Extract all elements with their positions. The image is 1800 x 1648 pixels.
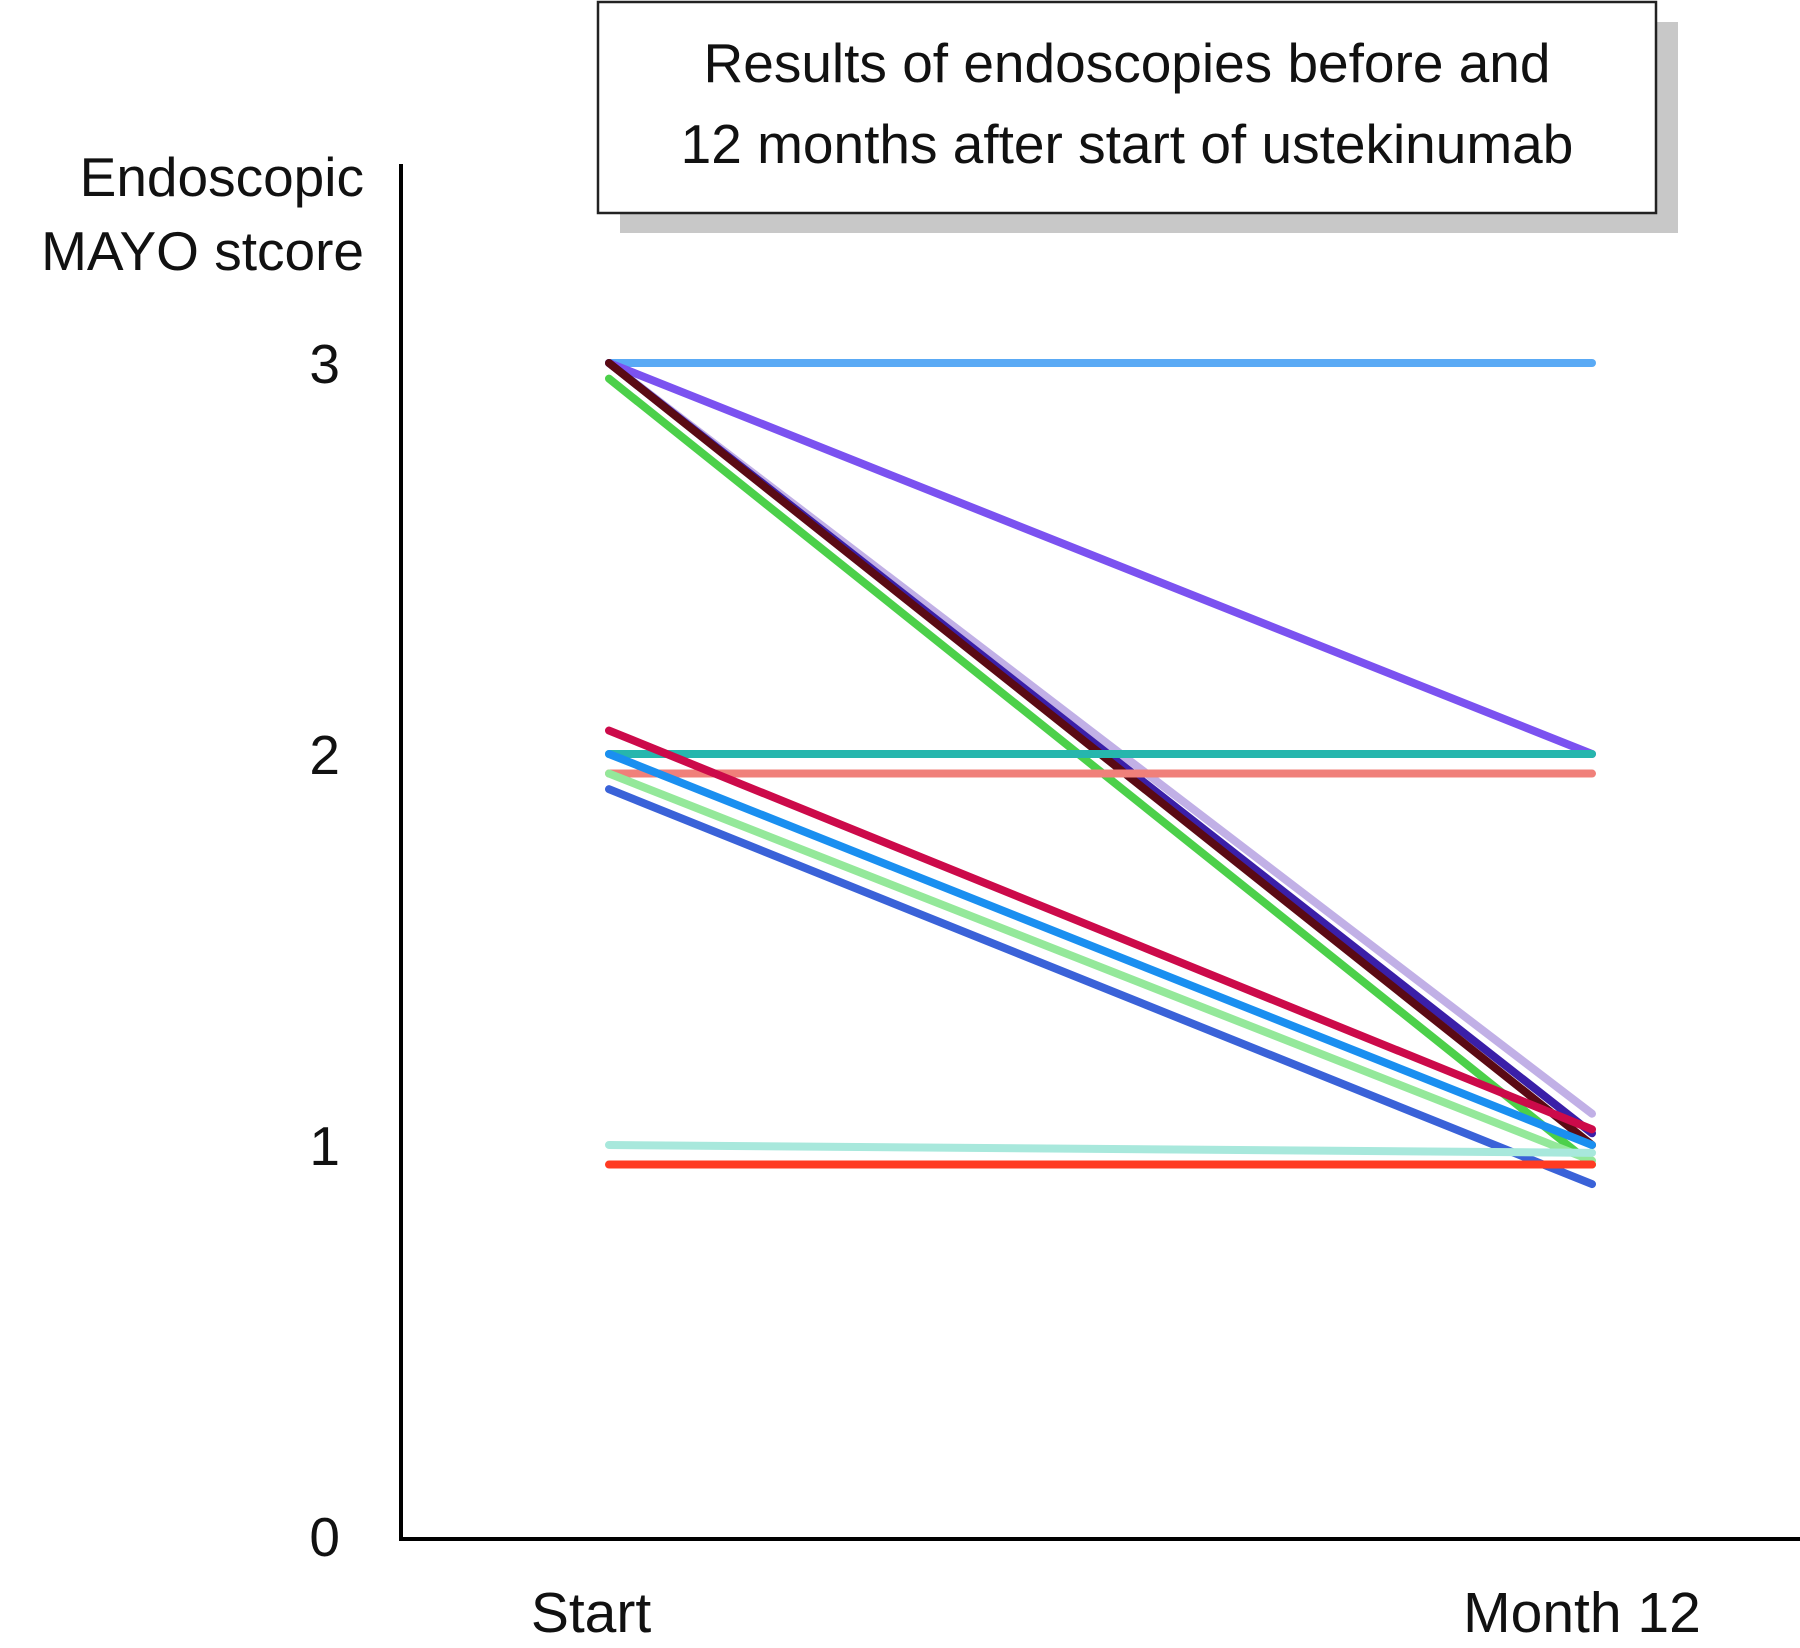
y-tick-labels: 0 1 2 3 bbox=[309, 333, 340, 1568]
y-axis-label-line-2: MAYO stcore bbox=[41, 220, 364, 282]
y-tick-label-2: 2 bbox=[309, 724, 340, 786]
series-line-10 bbox=[605, 750, 1596, 1149]
series-lines bbox=[605, 359, 1596, 1189]
x-tick-label-month-12: Month 12 bbox=[1463, 1581, 1701, 1645]
x-tick-label-start: Start bbox=[531, 1581, 652, 1645]
series-line-9 bbox=[605, 726, 1596, 1134]
series-line-3 bbox=[605, 359, 1596, 758]
y-tick-label-3: 3 bbox=[309, 333, 340, 395]
y-tick-label-1: 1 bbox=[309, 1115, 340, 1177]
series-line-13 bbox=[605, 1141, 1596, 1157]
title-box: Results of endoscopies before and 12 mon… bbox=[596, 0, 1678, 233]
series-line-12 bbox=[605, 785, 1596, 1189]
chart-title-line-2: 12 months after start of ustekinumab bbox=[681, 113, 1574, 175]
y-tick-label-0: 0 bbox=[309, 1506, 340, 1568]
series-line-11 bbox=[605, 769, 1596, 1165]
y-axis-label-line-1: Endoscopic bbox=[80, 146, 364, 208]
title-box-frame bbox=[596, 0, 1658, 215]
chart-title-line-1: Results of endoscopies before and bbox=[704, 32, 1551, 94]
